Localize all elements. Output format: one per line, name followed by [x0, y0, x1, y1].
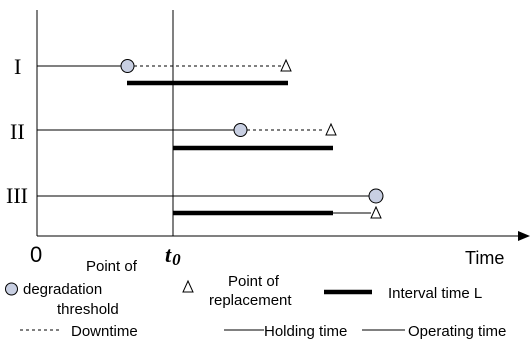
replacement-point-icon — [280, 58, 292, 72]
degradation-point-icon — [368, 188, 384, 204]
legend-degradation-line2: degradation — [23, 281, 102, 298]
legend-triangle-icon — [182, 279, 194, 293]
legend-holding-label: Holding time — [264, 323, 347, 340]
t0-sub: 0 — [172, 250, 181, 269]
t0-label: t0 — [165, 242, 181, 269]
row-label-iii: III — [6, 183, 28, 208]
row-label-i: I — [14, 54, 21, 79]
t0-main: t — [165, 242, 172, 267]
x-axis-arrow-icon — [518, 231, 530, 241]
legend-circle-icon — [5, 282, 18, 296]
row-ii — [37, 122, 337, 151]
time-axis-label: Time — [465, 248, 504, 268]
legend-degradation-line3: threshold — [57, 301, 119, 318]
legend-operating-label: Operating time — [408, 323, 506, 340]
replacement-point-icon — [325, 122, 337, 136]
legend-downtime-label: Downtime — [71, 323, 138, 340]
legend-replacement-line2: replacement — [209, 292, 292, 309]
row-iii — [37, 188, 384, 219]
degradation-point-icon — [233, 123, 248, 137]
replacement-point-icon — [370, 205, 382, 219]
origin-label: 0 — [30, 242, 42, 267]
legend-degradation-line1: Point of — [86, 258, 138, 275]
row-label-ii: II — [10, 119, 25, 144]
legend-interval-label: Interval time L — [388, 285, 482, 302]
row-i — [37, 58, 292, 86]
degradation-point-icon — [120, 59, 135, 73]
legend-replacement-line1: Point of — [228, 273, 280, 290]
